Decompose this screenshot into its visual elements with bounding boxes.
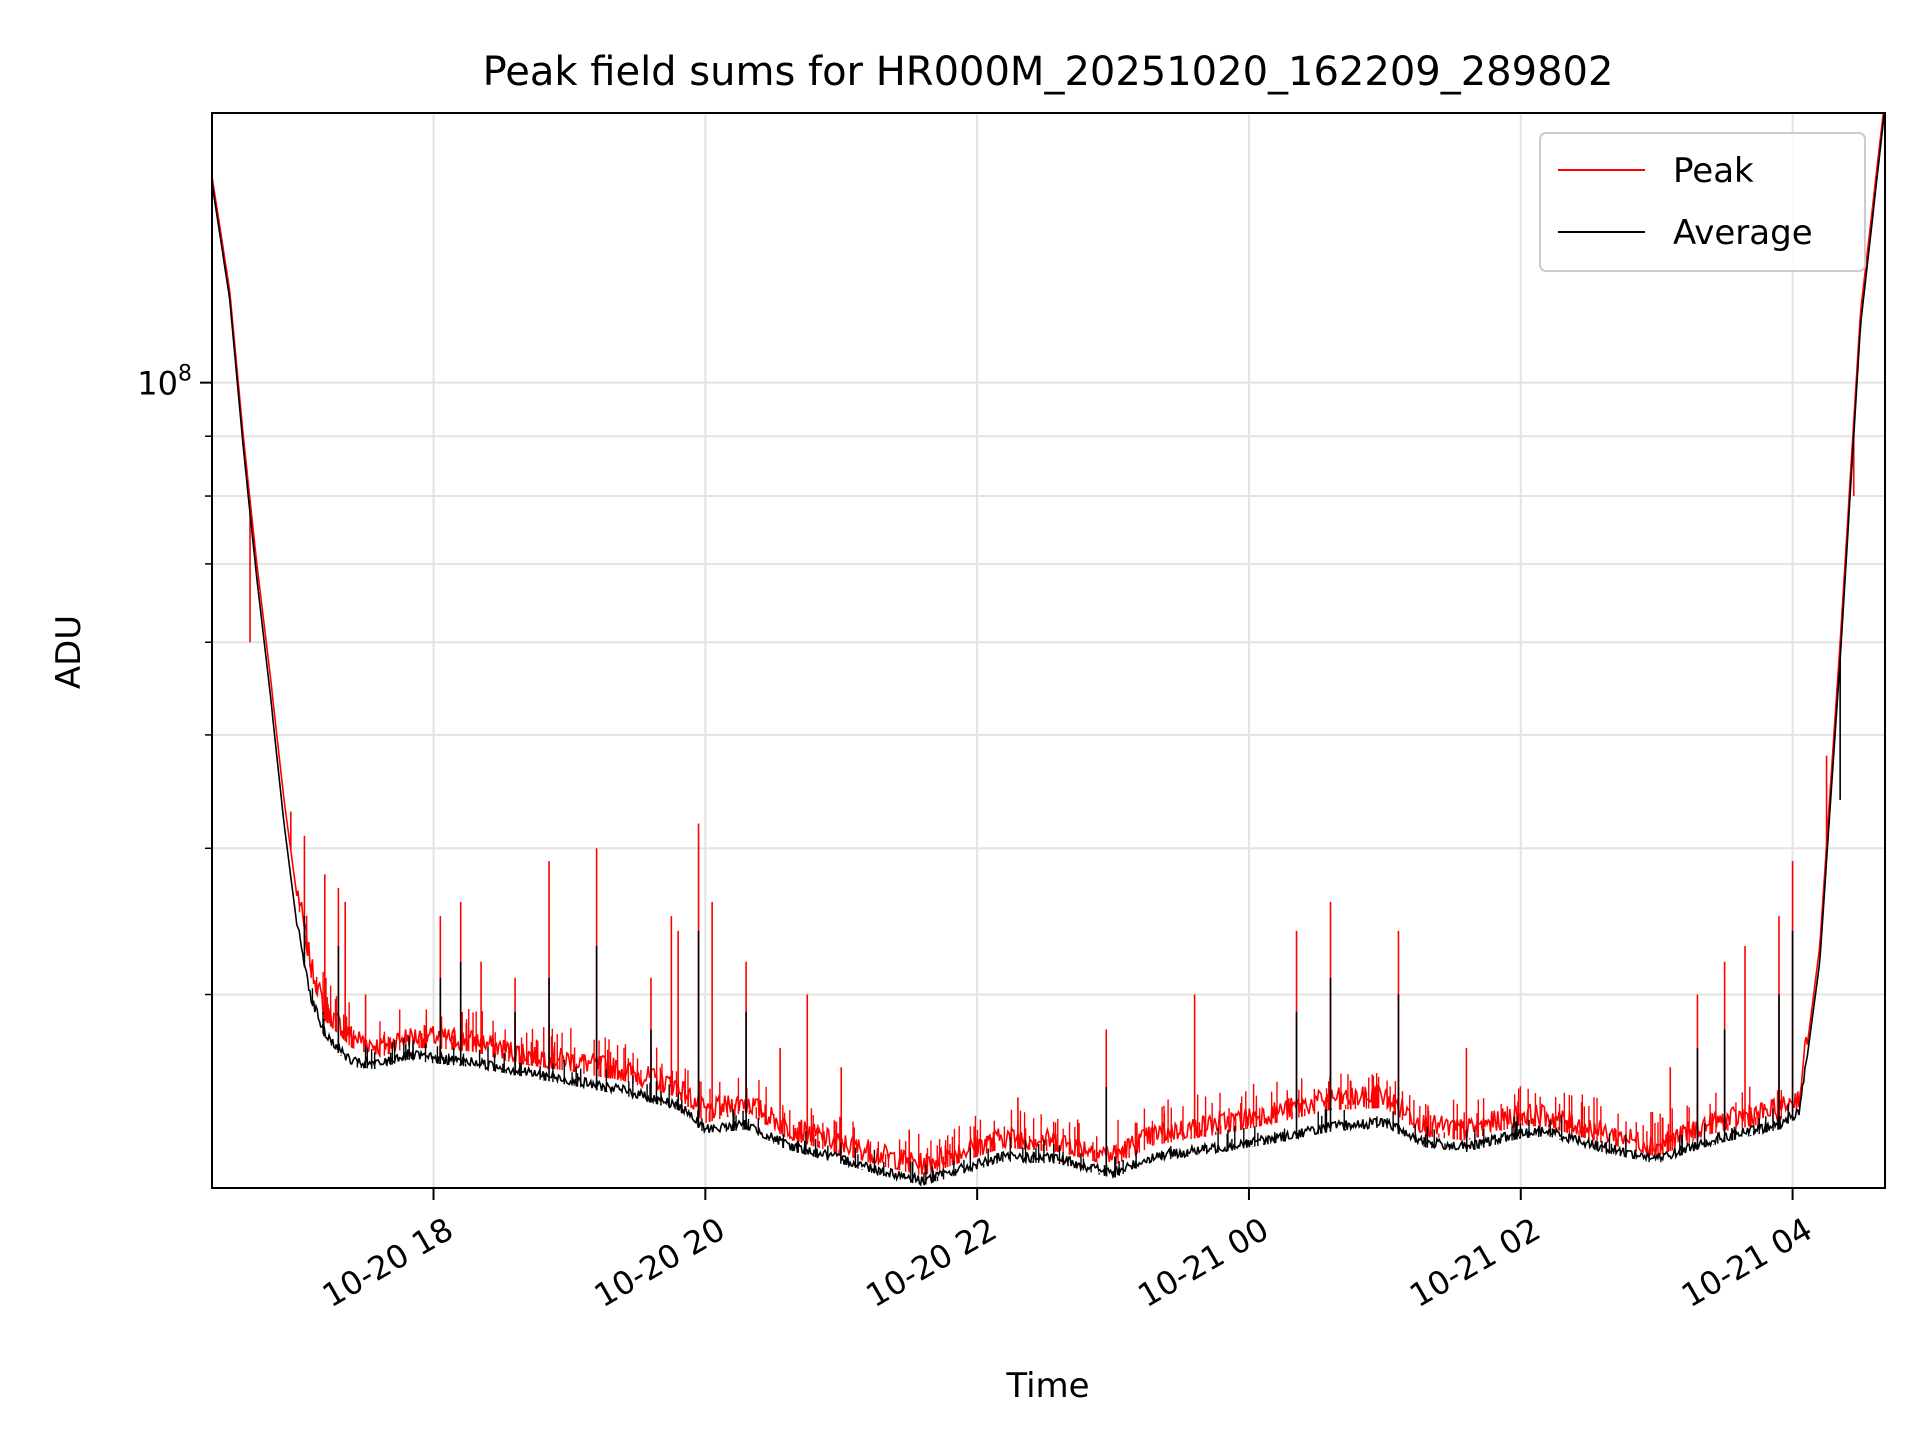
- legend-average-label: Average: [1673, 213, 1813, 253]
- legend-peak-label: Peak: [1673, 151, 1754, 191]
- chart-title: Peak field sums for HR000M_20251020_1622…: [483, 49, 1614, 95]
- series-line-peak: [212, 113, 1885, 1175]
- y-tick-label-exponent: 8: [178, 362, 192, 387]
- legend-frame: [1539, 132, 1866, 272]
- series-average: [212, 113, 1885, 1187]
- legend: Peak Average: [1539, 132, 1866, 272]
- y-axis-label: ADU: [49, 615, 89, 689]
- y-tick-label: 108: [137, 362, 192, 403]
- grid-lines: [212, 113, 1885, 1188]
- plot-area: [212, 113, 1885, 1187]
- x-axis-label: Time: [1005, 1366, 1089, 1406]
- axes-frame: [211, 112, 1886, 1189]
- series-peak: [212, 113, 1885, 1175]
- y-tick-label-base: 10: [137, 365, 178, 403]
